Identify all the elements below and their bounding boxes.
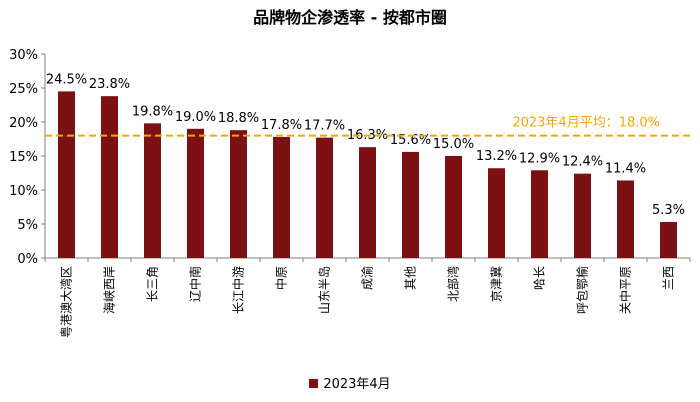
data-label: 18.8%: [218, 111, 259, 126]
y-tick-label: 5%: [17, 218, 38, 233]
category-label: 粤港澳大湾区: [59, 266, 74, 338]
legend-label: 2023年4月: [323, 377, 391, 392]
category-label: 辽中南: [188, 266, 203, 302]
category-label: 成渝: [360, 266, 375, 290]
bar: [316, 137, 333, 258]
category-label: 北部湾: [446, 266, 461, 302]
y-tick-label: 30%: [9, 48, 38, 63]
data-label: 5.3%: [652, 203, 685, 218]
bar: [230, 130, 247, 258]
category-label: 京津冀: [490, 266, 504, 302]
y-tick-label: 15%: [9, 150, 38, 165]
category-label: 山东半岛: [317, 266, 332, 314]
bar: [531, 170, 548, 258]
legend-swatch: [309, 379, 319, 388]
bar: [359, 147, 376, 258]
data-label: 12.4%: [562, 155, 603, 170]
category-label: 长江中游: [231, 266, 246, 314]
data-label: 15.0%: [433, 137, 474, 152]
bar: [273, 136, 290, 258]
data-label: 19.0%: [175, 110, 216, 125]
category-label: 关中平原: [618, 266, 633, 314]
y-tick-label: 10%: [9, 184, 38, 199]
data-label: 11.4%: [605, 161, 646, 176]
category-label: 哈长: [533, 266, 547, 290]
category-label: 兰西: [662, 266, 676, 290]
y-tick-label: 20%: [9, 116, 38, 131]
data-label: 19.8%: [132, 104, 173, 119]
bar: [187, 128, 204, 258]
data-label: 24.5%: [46, 72, 87, 87]
category-label: 中原: [274, 266, 289, 290]
category-label: 其他: [404, 266, 418, 290]
data-label: 13.2%: [476, 149, 517, 164]
y-tick-label: 0%: [17, 252, 38, 267]
average-reference-label: 2023年4月平均：18.0%: [512, 116, 660, 131]
chart-title: 品牌物企渗透率 - 按都市圈: [253, 8, 447, 27]
bar: [402, 151, 419, 258]
y-tick-label: 25%: [9, 82, 38, 97]
bar: [58, 91, 75, 259]
category-label: 呼包鄂榆: [575, 266, 590, 314]
bar: [101, 96, 118, 258]
data-label: 17.7%: [304, 119, 345, 134]
bar: [144, 123, 161, 258]
bar: [445, 156, 462, 258]
bar: [660, 221, 677, 258]
category-label: 海峡西岸: [102, 266, 117, 314]
legend: 2023年4月: [0, 373, 700, 392]
data-label: 23.8%: [89, 77, 130, 92]
bar: [488, 168, 505, 258]
category-label: 长三角: [146, 266, 160, 302]
data-label: 17.8%: [261, 118, 302, 133]
data-label: 15.6%: [390, 133, 431, 148]
data-label: 12.9%: [519, 151, 560, 166]
bar: [574, 173, 591, 258]
bar: [617, 180, 634, 258]
